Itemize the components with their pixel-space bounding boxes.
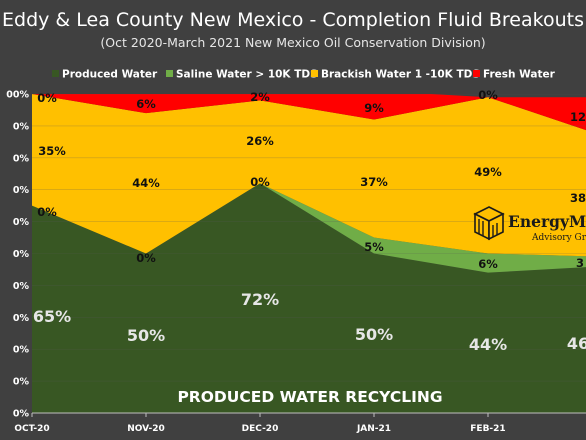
y-tick-label: 0%: [13, 217, 30, 228]
data-label-fresh-water: 0%: [478, 88, 498, 102]
data-label-produced-water: 50%: [355, 325, 393, 344]
data-label-saline-water: 5%: [364, 240, 384, 254]
area-produced-water: [32, 183, 586, 413]
legend-swatch: [473, 70, 480, 77]
data-label-fresh-water: 0%: [37, 91, 57, 105]
data-label-saline-water: 0%: [250, 175, 270, 189]
legend-swatch: [52, 70, 59, 77]
x-tick-label: JAN-21: [356, 424, 391, 434]
data-label-produced-water: 46: [567, 334, 586, 353]
data-label-fresh-water: 12: [570, 110, 586, 124]
data-label-brackish-water: 35%: [38, 144, 66, 158]
data-label-produced-water: 50%: [127, 326, 165, 345]
x-tick-label: FEB-21: [470, 424, 505, 434]
logo-cube-icon: [473, 206, 505, 241]
logo-name: EnergyMaker: [508, 212, 586, 231]
legend-swatch: [166, 70, 173, 77]
data-label-saline-water: 6%: [478, 257, 498, 271]
legend-entry: Produced Water: [62, 69, 158, 81]
legend-entry: Fresh Water: [483, 69, 556, 81]
y-tick-label: 00%: [6, 90, 29, 101]
chart-title: Eddy & Lea County New Mexico - Completio…: [2, 9, 584, 31]
data-label-fresh-water: 6%: [136, 97, 156, 111]
data-label-brackish-water: 44%: [132, 176, 160, 190]
data-label-saline-water: 0%: [136, 251, 156, 265]
y-tick-label: 0%: [13, 377, 30, 388]
plot-area: [32, 94, 586, 413]
y-tick-label: 0%: [13, 409, 30, 420]
data-label-brackish-water: 37%: [360, 175, 388, 189]
data-label-saline-water: 0%: [37, 205, 57, 219]
legend-entry: Saline Water > 10K TDS: [176, 69, 318, 81]
x-axis: OCT-20 NOV-20 DEC-20 JAN-21 FEB-21: [14, 412, 586, 434]
x-tick-label: OCT-20: [14, 424, 49, 434]
y-tick-label: 0%: [13, 249, 30, 260]
chart-subtitle: (Oct 2020-March 2021 New Mexico Oil Cons…: [100, 35, 485, 50]
legend-swatch: [311, 70, 318, 77]
data-label-produced-water: 72%: [241, 290, 279, 309]
data-label-fresh-water: 2%: [250, 90, 270, 104]
y-axis: 0% 0% 0% 0% 0% 0% 0% 0% 0% 0% 00%: [6, 90, 29, 420]
area-saline-water-10k-tds: [32, 183, 586, 273]
energymaker-logo: EnergyMaker Advisory Gro: [473, 206, 586, 243]
data-label-produced-water: 65%: [33, 307, 71, 326]
y-tick-label: 0%: [13, 185, 30, 196]
data-label-fresh-water: 9%: [364, 101, 384, 115]
data-labels: 65% 50% 72% 50% 44% 46 0% 0% 0% 5% 6% 3 35% 44% 26% 37%…: [33, 88, 586, 354]
logo-tagline: Advisory Gro: [531, 233, 586, 243]
x-tick-label: DEC-20: [242, 424, 279, 434]
legend-entry: Brackish Water 1 -10K TDS: [321, 69, 480, 81]
area-brackish-water-1-10k-tds: [32, 94, 586, 257]
area-fresh-water: [32, 94, 586, 131]
data-label-saline-water: 3: [576, 256, 584, 270]
x-tick-label: NOV-20: [127, 424, 165, 434]
y-tick-label: 0%: [13, 313, 30, 324]
data-label-brackish-water: 38: [570, 191, 586, 205]
produced-water-recycling-annotation: PRODUCED WATER RECYCLING: [177, 388, 442, 406]
legend: Produced Water Saline Water > 10K TDS Brac…: [52, 69, 556, 81]
data-label-brackish-water: 26%: [246, 134, 274, 148]
data-label-brackish-water: 49%: [474, 165, 502, 179]
y-tick-label: 0%: [13, 281, 30, 292]
y-tick-label: 0%: [13, 153, 30, 164]
data-label-produced-water: 44%: [469, 335, 507, 354]
y-tick-label: 0%: [13, 345, 30, 356]
y-tick-label: 0%: [13, 121, 30, 132]
